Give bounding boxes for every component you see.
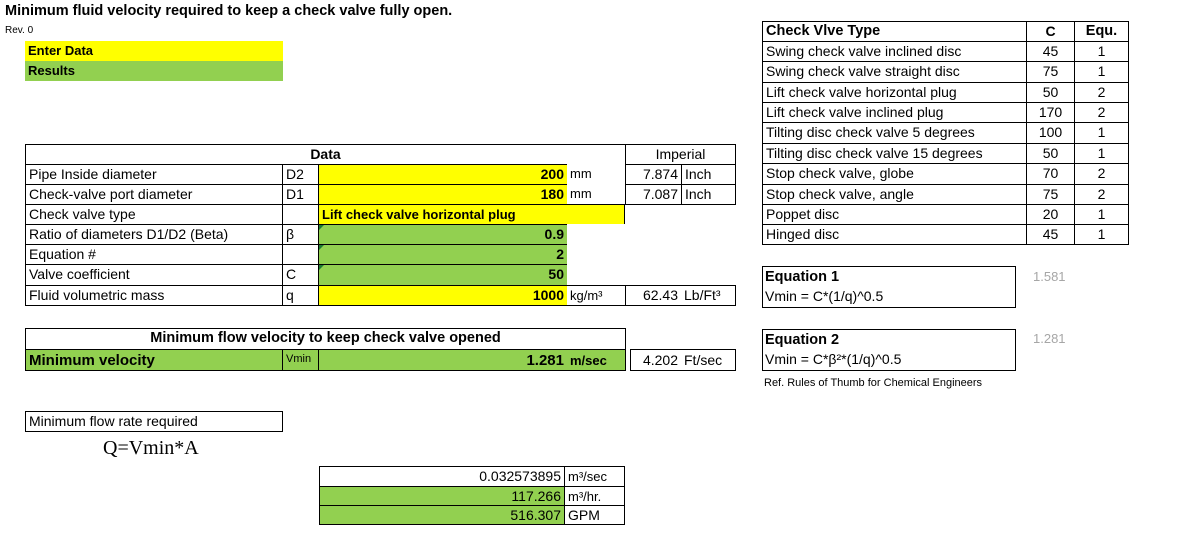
mass-label: Fluid volumetric mass xyxy=(25,285,282,306)
pipe-id-imperial-value: 7.874 xyxy=(625,164,681,184)
imperial-header: Imperial xyxy=(625,144,736,164)
valve-row-c: 100 xyxy=(1026,122,1074,143)
flow-rate-label: Minimum flow rate required xyxy=(25,411,283,432)
coef-value: 50 xyxy=(548,266,564,282)
valve-row-eq: 1 xyxy=(1074,224,1129,245)
valve-type-label: Check valve type xyxy=(25,204,282,224)
result-symbol: Vmin xyxy=(282,349,318,371)
valve-row-eq: 1 xyxy=(1074,61,1129,82)
valve-row-c: 45 xyxy=(1026,224,1074,245)
pipe-id-symbol: D2 xyxy=(282,164,318,184)
coef-symbol: C xyxy=(282,264,318,285)
equation-value: 2 xyxy=(556,246,564,262)
equation-label: Equation # xyxy=(25,244,282,264)
flow-row: 0.032573895 xyxy=(319,466,565,486)
valve-row-c: 50 xyxy=(1026,143,1074,163)
legend-enter-data: Enter Data xyxy=(25,41,283,61)
valve-row-c: 70 xyxy=(1026,163,1074,184)
valve-row-type: Hinged disc xyxy=(762,224,1026,245)
port-d-imperial-unit: Inch xyxy=(681,184,736,205)
flow-row: 117.266 xyxy=(319,486,565,505)
valve-row-c: 50 xyxy=(1026,82,1074,102)
beta-result: 0.9 xyxy=(318,224,567,244)
valve-row-eq: 1 xyxy=(1074,204,1129,224)
valve-table-header-c: C xyxy=(1026,21,1074,41)
equation-2-formula: Vmin = C*β²*(1/q)^0.5 xyxy=(765,351,902,367)
pipe-id-input[interactable]: 200 xyxy=(318,164,567,184)
equation-1-formula: Vmin = C*(1/q)^0.5 xyxy=(765,288,884,304)
equation-symbol-cell xyxy=(282,244,318,264)
flow-unit: m³/hr. xyxy=(565,486,625,505)
revision-label: Rev. 0 xyxy=(5,25,34,36)
valve-row-type: Stop check valve, angle xyxy=(762,184,1026,204)
valve-row-eq: 2 xyxy=(1074,163,1129,184)
mass-imperial-value: 62.43 xyxy=(625,285,681,306)
valve-row-type: Poppet disc xyxy=(762,204,1026,224)
result-value: 1.281 xyxy=(318,349,567,371)
port-d-symbol: D1 xyxy=(282,184,318,204)
beta-value: 0.9 xyxy=(544,226,564,242)
formula-indicator-icon xyxy=(319,225,324,230)
port-d-imperial-value: 7.087 xyxy=(625,184,681,205)
valve-row-c: 20 xyxy=(1026,204,1074,224)
formula-indicator-icon xyxy=(319,245,324,250)
port-d-unit: mm xyxy=(570,186,592,201)
valve-row-type: Lift check valve horizontal plug xyxy=(762,82,1026,102)
equation-2-title: Equation 2 xyxy=(765,332,840,348)
beta-symbol: β xyxy=(282,224,318,244)
result-imperial-unit: Ft/sec xyxy=(681,349,736,371)
valve-table-header-eq: Equ. xyxy=(1074,21,1129,41)
coef-label: Valve coefficient xyxy=(25,264,282,285)
coef-result: 50 xyxy=(318,264,567,285)
flow-formula: Q=Vmin*A xyxy=(103,437,199,459)
mass-symbol: q xyxy=(282,285,318,306)
pipe-id-imperial-unit: Inch xyxy=(681,164,736,184)
valve-row-eq: 2 xyxy=(1074,102,1129,122)
valve-type-select[interactable]: Lift check valve horizontal plug xyxy=(318,204,625,224)
valve-row-eq: 2 xyxy=(1074,184,1129,204)
result-label: Minimum velocity xyxy=(25,349,282,371)
flow-unit: m³/sec xyxy=(565,466,625,486)
mass-input[interactable]: 1000 xyxy=(318,285,567,306)
result-unit: m/sec xyxy=(567,349,626,371)
equation-1-title: Equation 1 xyxy=(765,269,840,285)
valve-row-eq: 1 xyxy=(1074,143,1129,163)
valve-type-symbol-cell xyxy=(282,204,318,224)
valve-row-eq: 1 xyxy=(1074,41,1129,61)
valve-row-c: 45 xyxy=(1026,41,1074,61)
legend-results: Results xyxy=(25,61,283,81)
valve-row-type: Swing check valve straight disc xyxy=(762,61,1026,82)
port-d-input[interactable]: 180 xyxy=(318,184,567,204)
equation-1-box: Equation 1 Vmin = C*(1/q)^0.5 xyxy=(762,266,1016,308)
data-header: Data xyxy=(25,144,625,164)
equation-2-box: Equation 2 Vmin = C*β²*(1/q)^0.5 xyxy=(762,329,1016,371)
valve-row-c: 170 xyxy=(1026,102,1074,122)
equation-2-value: 1.281 xyxy=(1033,331,1066,346)
valve-row-eq: 2 xyxy=(1074,82,1129,102)
equation-1-value: 1.581 xyxy=(1033,269,1066,284)
result-imperial-value: 4.202 xyxy=(630,349,681,371)
pipe-id-label: Pipe Inside diameter xyxy=(25,164,282,184)
mass-imperial-unit: Lb/Ft³ xyxy=(681,285,736,306)
formula-indicator-icon xyxy=(319,265,324,270)
valve-row-type: Tilting disc check valve 5 degrees xyxy=(762,122,1026,143)
page-title: Minimum fluid velocity required to keep … xyxy=(5,3,453,19)
flow-row: 516.307 xyxy=(319,505,565,525)
valve-row-c: 75 xyxy=(1026,61,1074,82)
equation-result: 2 xyxy=(318,244,567,264)
result-header: Minimum flow velocity to keep check valv… xyxy=(25,328,626,349)
valve-row-type: Tilting disc check valve 15 degrees xyxy=(762,143,1026,163)
mass-unit: kg/m³ xyxy=(567,285,625,306)
valve-row-type: Swing check valve inclined disc xyxy=(762,41,1026,61)
valve-row-type: Stop check valve, globe xyxy=(762,163,1026,184)
pipe-id-unit: mm xyxy=(570,166,592,181)
flow-unit: GPM xyxy=(565,505,625,525)
valve-row-type: Lift check valve inclined plug xyxy=(762,102,1026,122)
port-d-label: Check-valve port diameter xyxy=(25,184,282,204)
valve-table-header-type: Check Vlve Type xyxy=(762,21,1026,41)
beta-label: Ratio of diameters D1/D2 (Beta) xyxy=(25,224,282,244)
valve-row-c: 75 xyxy=(1026,184,1074,204)
valve-row-eq: 1 xyxy=(1074,122,1129,143)
reference-note: Ref. Rules of Thumb for Chemical Enginee… xyxy=(764,377,983,389)
